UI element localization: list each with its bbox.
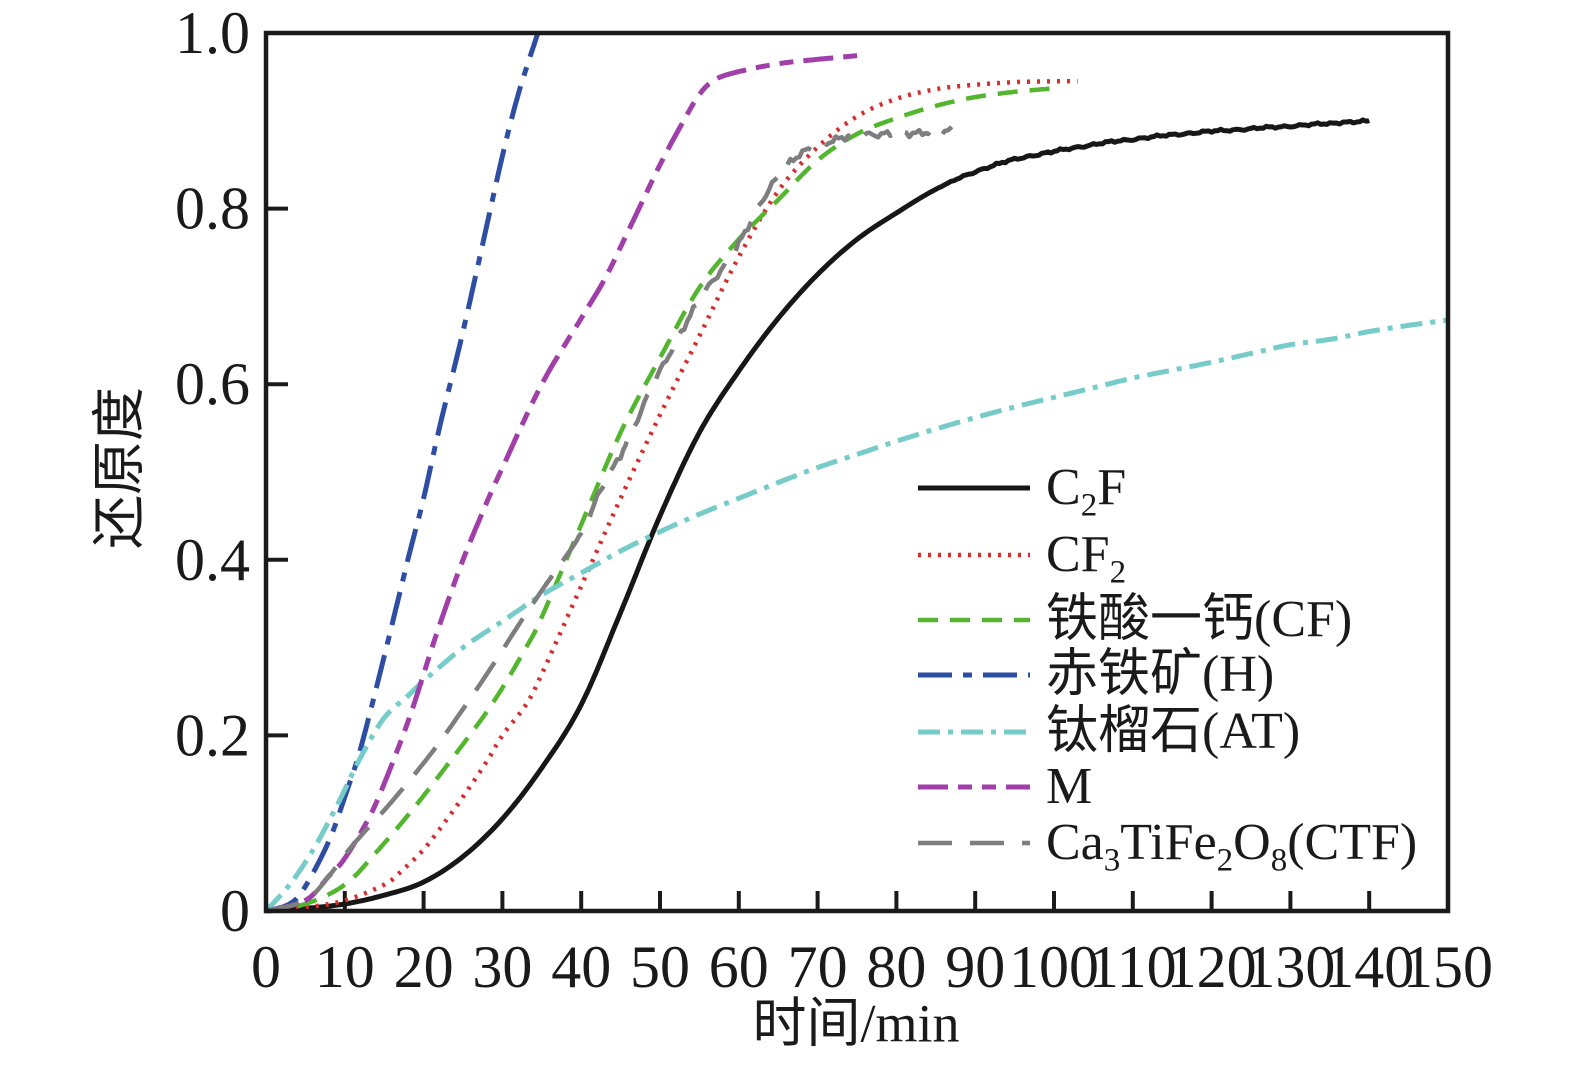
- x-tick-label: 70: [788, 934, 848, 1000]
- x-tick-label: 30: [472, 934, 532, 1000]
- legend-line-sample-ctf: [918, 840, 1030, 846]
- y-tick-label: 1.0: [175, 0, 250, 66]
- x-tick-label: 110: [1089, 934, 1177, 1000]
- x-tick-label: 0: [251, 934, 281, 1000]
- series-at: [264, 317, 1449, 913]
- legend-line-sample-c2f: [918, 485, 1030, 491]
- x-tick-label: 10: [315, 934, 375, 1000]
- legend-item-ctf: Ca3TiFe2O8(CTF): [918, 814, 1418, 879]
- x-tick-label: 50: [630, 934, 690, 1000]
- series-h: [265, 32, 541, 914]
- legend-line-sample-h: [918, 672, 1030, 678]
- plot-frame: [263, 30, 1451, 914]
- y-tick-label: 0.4: [175, 527, 250, 593]
- y-tick-label: 0.2: [175, 702, 250, 768]
- legend-item-cf: 铁酸一钙(CF): [918, 591, 1352, 649]
- legend-item-c2f: C2F: [918, 459, 1127, 524]
- legend-label-c2f: C2F: [1046, 459, 1127, 524]
- x-tick-label: 60: [709, 934, 769, 1000]
- legend-line-sample-at: [918, 729, 1030, 735]
- legend-label-h: 赤铁矿(H): [1046, 646, 1275, 703]
- legend-label-cf: 铁酸一钙(CF): [1046, 591, 1353, 648]
- legend-label-at: 钛榴石(AT): [1046, 703, 1301, 760]
- series-cf: [265, 86, 1055, 914]
- legend-label-ctf: Ca3TiFe2O8(CTF): [1046, 814, 1418, 879]
- legend-label-cf2: CF2: [1046, 526, 1127, 591]
- x-tick-label: 130: [1245, 934, 1335, 1000]
- x-axis-label: 时间/min: [752, 993, 960, 1054]
- series-m: [265, 52, 866, 914]
- legend-label-m: M: [1046, 758, 1093, 815]
- x-tick-label: 80: [866, 934, 926, 1000]
- y-axis-label: 还原度: [89, 387, 150, 549]
- x-tick-label: 40: [551, 934, 611, 1000]
- legend-item-m: M: [918, 758, 1092, 816]
- legend-line-sample-m: [918, 784, 1030, 790]
- legend-item-h: 赤铁矿(H): [918, 646, 1274, 704]
- y-tick-label: 0.8: [175, 176, 250, 242]
- series-c2f: [265, 117, 1371, 914]
- legend-item-cf2: CF2: [918, 526, 1127, 591]
- x-tick-label: 90: [945, 934, 1005, 1000]
- legend-line-sample-cf2: [918, 552, 1030, 558]
- legend-line-sample-cf: [918, 617, 1030, 623]
- y-tick-label: 0.6: [175, 351, 250, 417]
- legend-item-at: 钛榴石(AT): [918, 703, 1300, 761]
- x-tick-label: 20: [394, 934, 454, 1000]
- x-tick-label: 140: [1324, 934, 1414, 1000]
- series-ctf: [265, 125, 954, 914]
- x-tick-label: 150: [1403, 934, 1493, 1000]
- x-tick-label: 120: [1167, 934, 1257, 1000]
- y-tick-label: 0: [220, 878, 250, 944]
- x-tick-label: 100: [1009, 934, 1099, 1000]
